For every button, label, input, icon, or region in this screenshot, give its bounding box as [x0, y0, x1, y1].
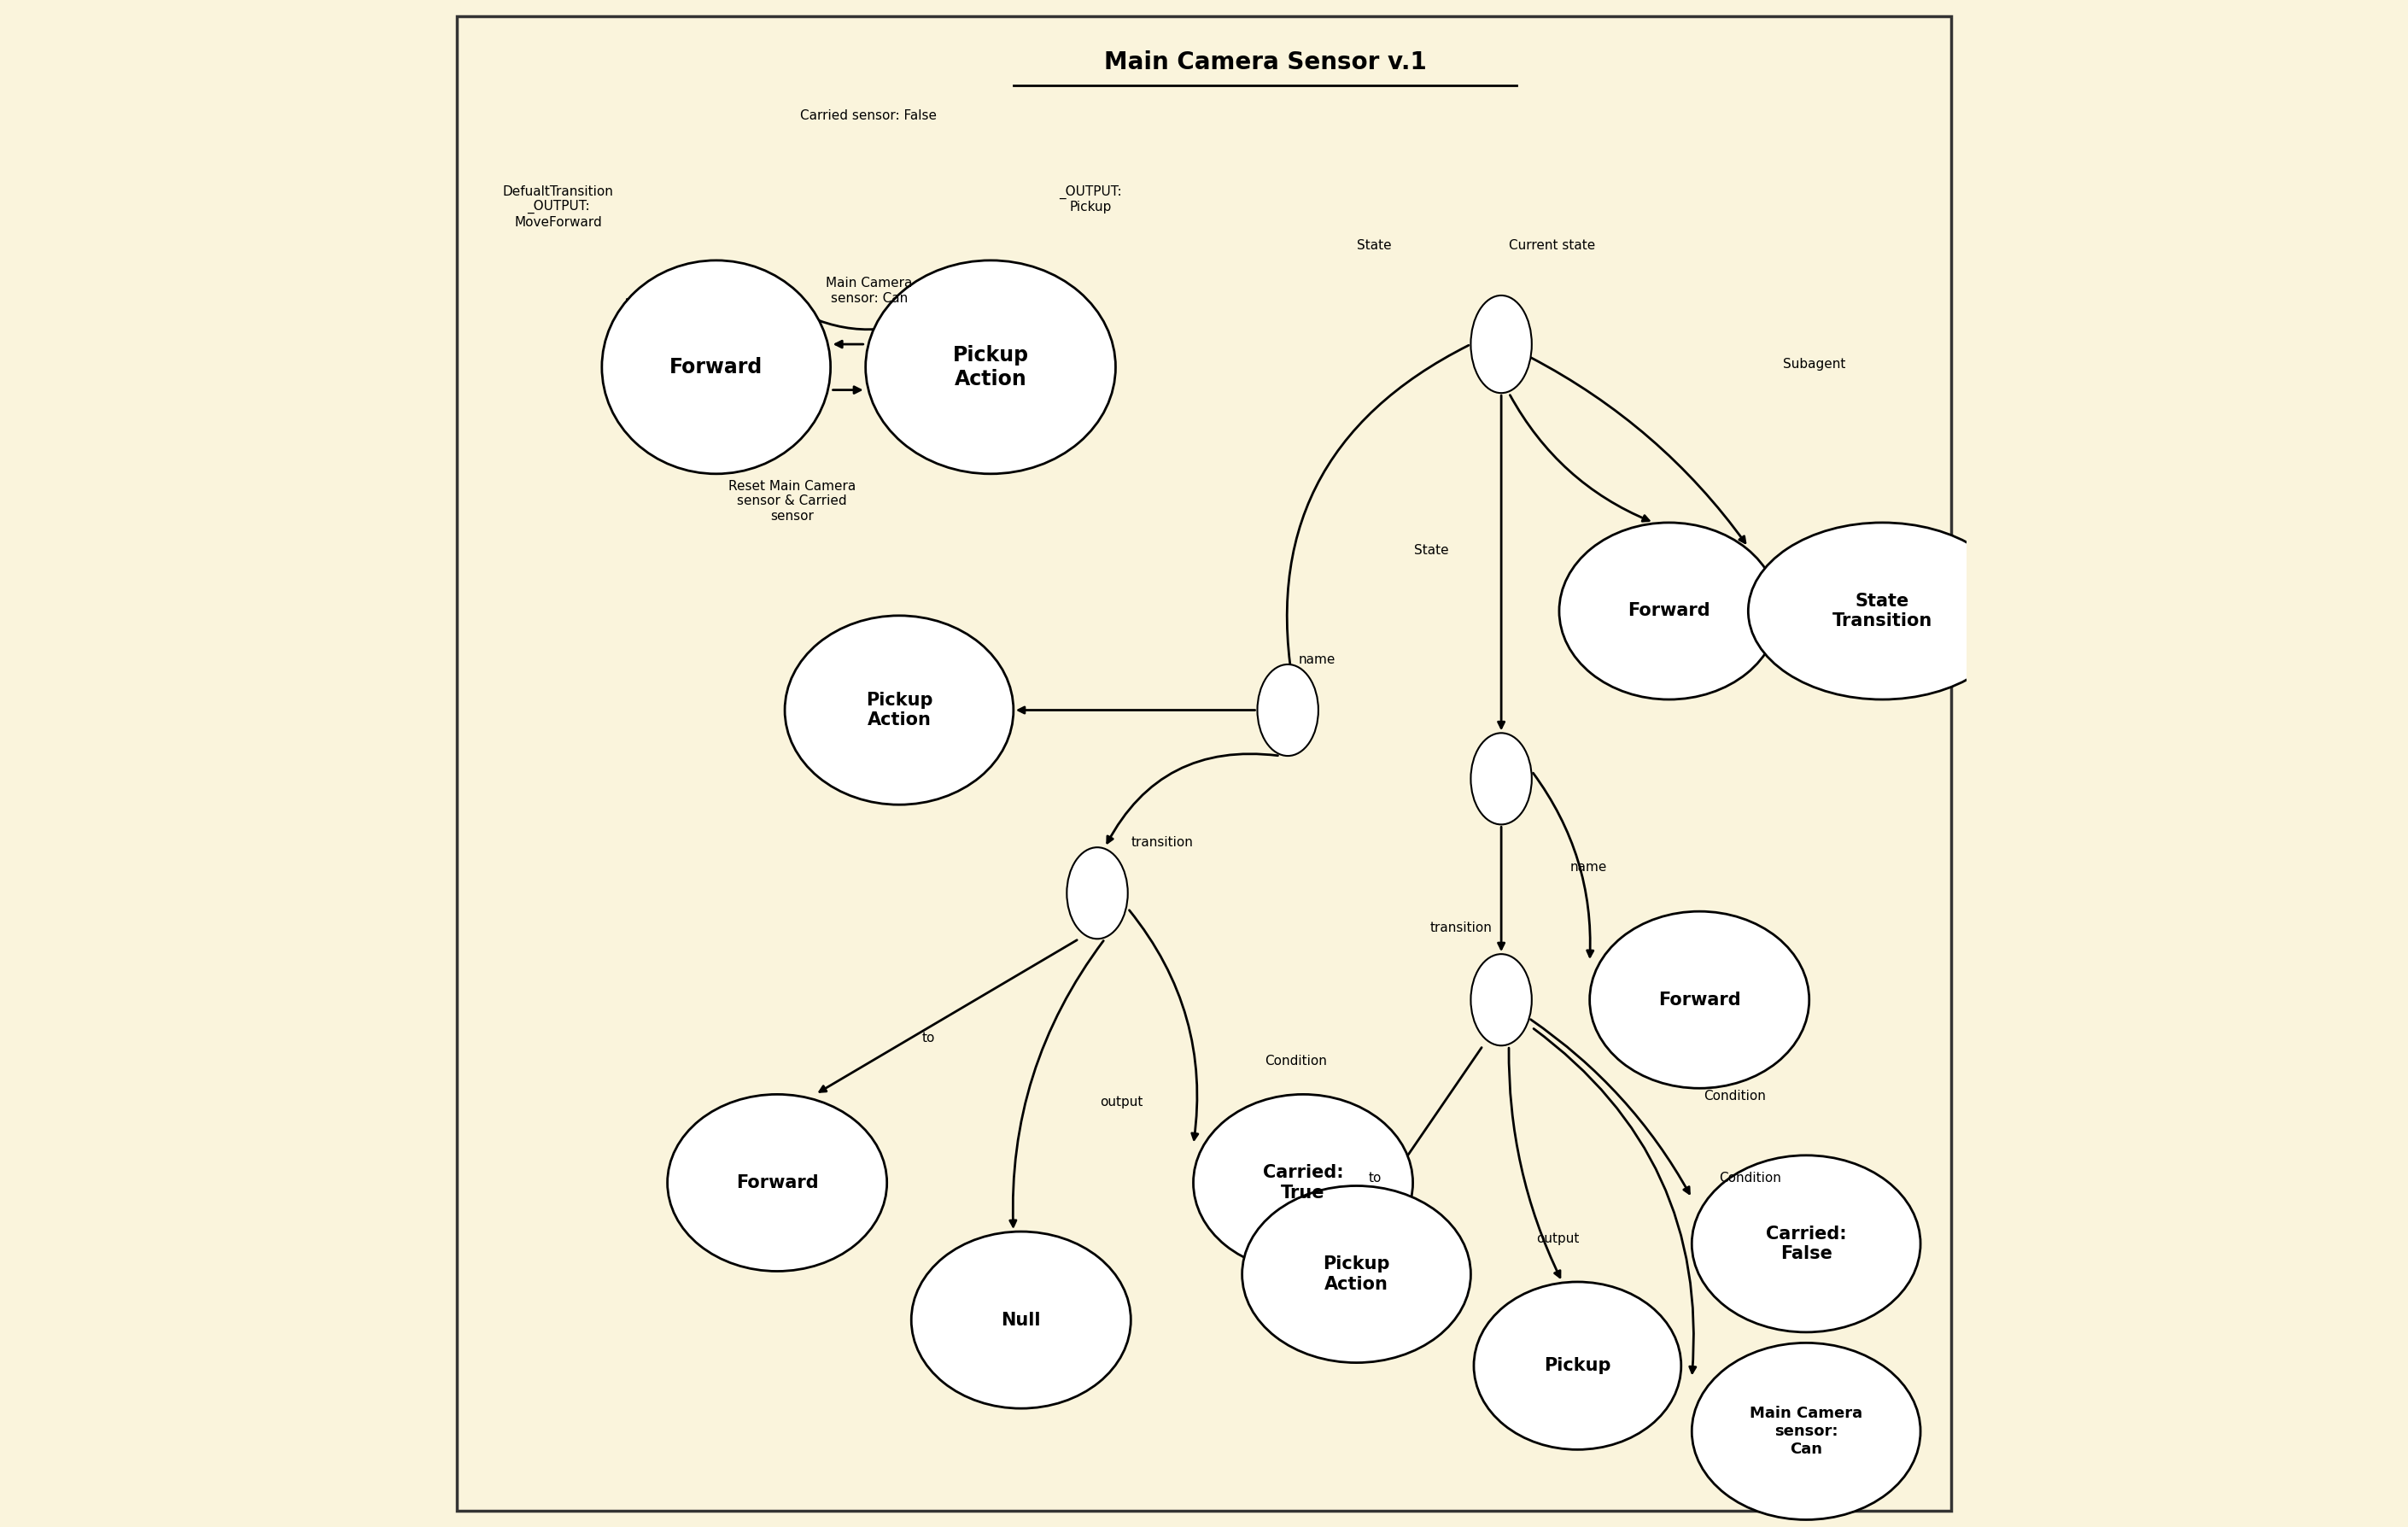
Text: name: name: [1570, 861, 1606, 873]
Text: Forward: Forward: [669, 357, 763, 377]
Text: Null: Null: [1002, 1312, 1040, 1328]
Text: Carried sensor: False: Carried sensor: False: [799, 108, 937, 122]
Text: State: State: [1356, 238, 1392, 252]
Text: to: to: [922, 1032, 934, 1044]
Ellipse shape: [1474, 1281, 1681, 1449]
Text: Condition: Condition: [1705, 1089, 1765, 1102]
Text: _OUTPUT:
Pickup: _OUTPUT: Pickup: [1060, 185, 1122, 214]
Text: Reset Main Camera
sensor & Carried
sensor: Reset Main Camera sensor & Carried senso…: [727, 479, 855, 522]
FancyArrowPatch shape: [1498, 395, 1505, 728]
Text: Main Camera
sensor: Can: Main Camera sensor: Can: [826, 276, 913, 305]
Ellipse shape: [667, 1095, 886, 1270]
FancyArrowPatch shape: [1389, 1048, 1481, 1182]
Ellipse shape: [1471, 954, 1531, 1046]
Ellipse shape: [1693, 1342, 1922, 1519]
FancyArrowPatch shape: [1009, 307, 1091, 428]
FancyArrowPatch shape: [1108, 754, 1279, 843]
FancyArrowPatch shape: [836, 341, 862, 348]
Text: Main Camera Sensor v.1: Main Camera Sensor v.1: [1103, 50, 1426, 73]
Text: Pickup
Action: Pickup Action: [864, 692, 932, 728]
Text: Carried:
False: Carried: False: [1765, 1225, 1847, 1263]
FancyArrowPatch shape: [1129, 910, 1197, 1139]
FancyArrowPatch shape: [734, 263, 1004, 330]
Text: Condition: Condition: [1719, 1171, 1782, 1185]
Ellipse shape: [1257, 664, 1317, 756]
Ellipse shape: [1748, 522, 2015, 699]
Text: output: output: [1536, 1232, 1580, 1246]
Ellipse shape: [785, 615, 1014, 805]
Text: Forward: Forward: [737, 1174, 819, 1191]
FancyArrowPatch shape: [833, 386, 860, 394]
Ellipse shape: [1194, 1095, 1413, 1270]
Text: Pickup: Pickup: [1544, 1358, 1611, 1374]
Text: Forward: Forward: [1659, 991, 1741, 1008]
FancyArrowPatch shape: [1510, 1048, 1560, 1278]
Text: Pickup
Action: Pickup Action: [954, 345, 1028, 389]
FancyArrowPatch shape: [1531, 1020, 1690, 1194]
Text: name: name: [1298, 654, 1336, 666]
Ellipse shape: [1693, 1156, 1922, 1332]
FancyArrowPatch shape: [1009, 941, 1103, 1226]
Text: Current state: Current state: [1510, 238, 1597, 252]
Ellipse shape: [910, 1232, 1132, 1408]
Text: to: to: [1368, 1171, 1382, 1185]
Ellipse shape: [864, 261, 1115, 473]
Text: Subagent: Subagent: [1784, 357, 1847, 371]
Text: output: output: [1100, 1095, 1144, 1109]
Text: State
Transition: State Transition: [1832, 592, 1931, 629]
FancyArrowPatch shape: [1019, 707, 1255, 713]
Ellipse shape: [1067, 847, 1127, 939]
Text: transition: transition: [1430, 922, 1493, 935]
Text: Condition: Condition: [1264, 1055, 1327, 1067]
Text: Pickup
Action: Pickup Action: [1322, 1255, 1389, 1293]
FancyArrowPatch shape: [626, 299, 722, 435]
Ellipse shape: [1560, 522, 1780, 699]
FancyArrowPatch shape: [1531, 357, 1746, 544]
Ellipse shape: [1471, 733, 1531, 825]
Ellipse shape: [602, 261, 831, 473]
Text: DefualtTransition
_OUTPUT:
MoveForward: DefualtTransition _OUTPUT: MoveForward: [503, 185, 614, 229]
Ellipse shape: [1243, 1186, 1471, 1362]
FancyArrowPatch shape: [1510, 395, 1649, 521]
Ellipse shape: [1471, 295, 1531, 392]
Ellipse shape: [1589, 912, 1808, 1089]
FancyArrowPatch shape: [1498, 826, 1505, 950]
Text: State: State: [1413, 544, 1450, 556]
FancyArrowPatch shape: [819, 941, 1076, 1092]
FancyArrowPatch shape: [1534, 1029, 1695, 1373]
FancyArrowPatch shape: [1286, 345, 1469, 693]
Text: Carried:
True: Carried: True: [1262, 1164, 1344, 1202]
Text: Main Camera
sensor:
Can: Main Camera sensor: Can: [1751, 1406, 1861, 1457]
FancyArrowPatch shape: [1534, 773, 1594, 957]
Text: Forward: Forward: [1628, 603, 1710, 620]
Text: transition: transition: [1132, 837, 1192, 849]
